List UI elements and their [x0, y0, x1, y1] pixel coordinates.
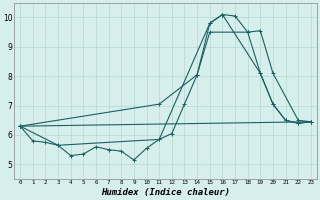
X-axis label: Humidex (Indice chaleur): Humidex (Indice chaleur) — [101, 188, 230, 197]
